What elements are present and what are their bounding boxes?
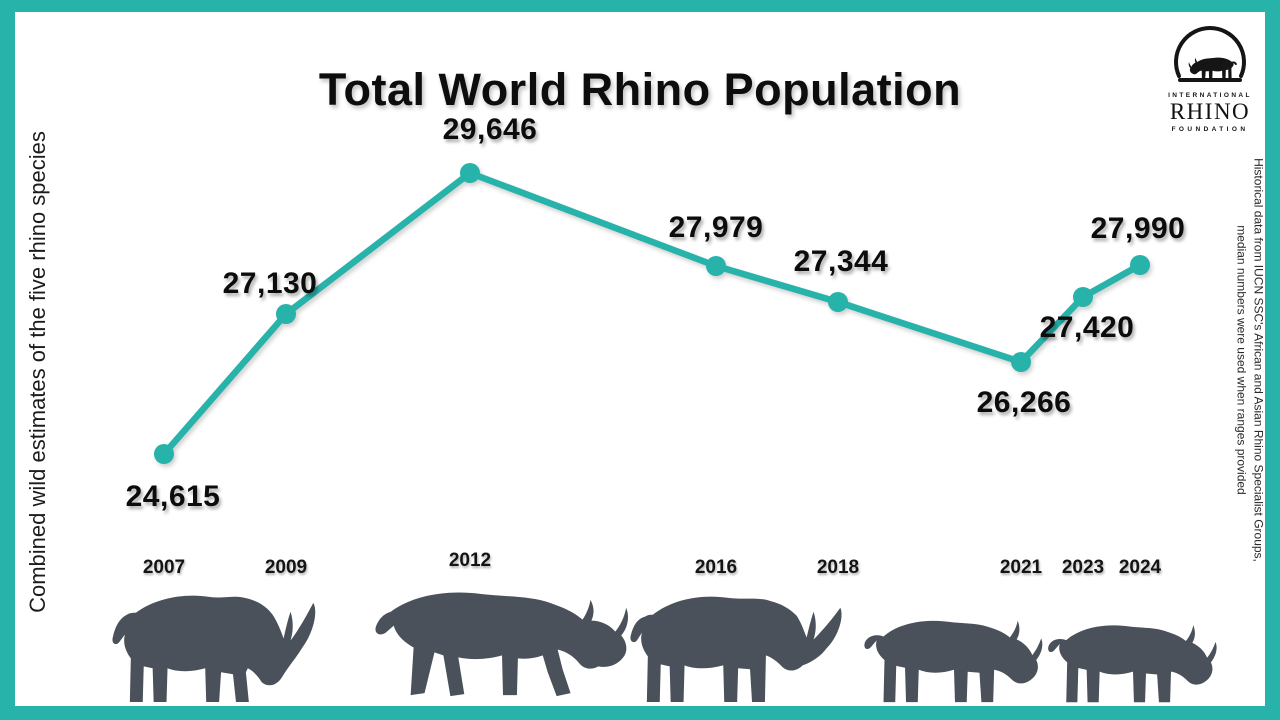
value-label-2016: 27,979 <box>668 211 764 244</box>
data-point-2009 <box>276 304 296 324</box>
data-point-2018 <box>828 292 848 312</box>
rhino-silhouette-4-icon <box>864 620 1043 703</box>
value-label-2012: 29,646 <box>442 113 538 146</box>
rhino-silhouette-2 <box>355 578 655 707</box>
year-label-2024: 2024 <box>1118 557 1162 578</box>
year-label-2023: 2023 <box>1061 557 1105 578</box>
data-point-2021 <box>1011 352 1031 372</box>
value-label-2009: 27,130 <box>222 267 318 300</box>
year-label-2018: 2018 <box>816 557 860 578</box>
rhino-silhouette-3-icon <box>630 596 842 703</box>
year-label-2021: 2021 <box>999 557 1043 578</box>
logo-text-international: INTERNATIONAL <box>1168 92 1252 99</box>
data-point-2023 <box>1073 287 1093 307</box>
chart-title: Total World Rhino Population <box>318 64 962 116</box>
value-label-2007: 24,615 <box>125 480 221 513</box>
irf-logo: INTERNATIONAL RHINO FOUNDATION <box>1163 16 1257 133</box>
value-label-2021: 26,266 <box>976 386 1072 419</box>
year-label-2009: 2009 <box>264 557 308 578</box>
data-point-2012 <box>460 163 480 183</box>
data-point-2016 <box>706 256 726 276</box>
value-label-2023: 27,420 <box>1039 311 1135 344</box>
data-point-2024 <box>1130 255 1150 275</box>
data-point-2007 <box>154 444 174 464</box>
logo-text-rhino: RHINO <box>1169 99 1251 124</box>
rhino-silhouette-4 <box>860 611 1048 706</box>
rhino-silhouette-1 <box>110 585 353 706</box>
logo-text-foundation: FOUNDATION <box>1171 126 1249 133</box>
year-label-2012: 2012 <box>448 550 492 571</box>
year-label-2007: 2007 <box>142 557 186 578</box>
rhino-silhouette-1-icon <box>112 595 316 703</box>
rhino-silhouette-3 <box>627 585 883 706</box>
population-trend-line <box>160 169 1144 458</box>
value-label-2024: 27,990 <box>1090 212 1186 245</box>
year-label-2016: 2016 <box>694 557 738 578</box>
rhino-in-arc-logo-icon <box>1174 26 1246 82</box>
value-label-2018: 27,344 <box>793 245 889 278</box>
rhino-silhouette-5 <box>1044 616 1222 706</box>
rhino-silhouette-2-icon <box>375 592 629 697</box>
rhino-silhouette-5-icon <box>1048 625 1217 703</box>
